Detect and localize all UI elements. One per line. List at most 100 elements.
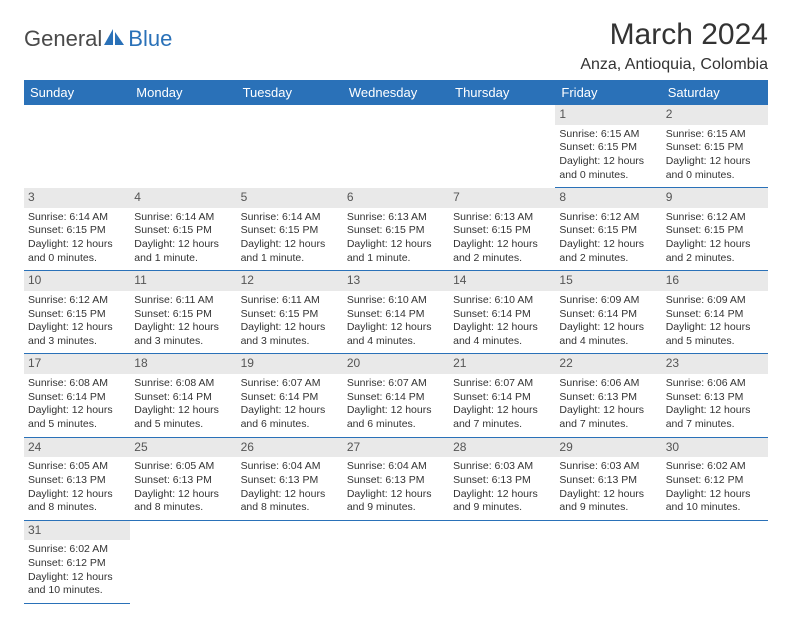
- sunset-text: Sunset: 6:15 PM: [134, 308, 232, 322]
- sunrise-text: Sunrise: 6:04 AM: [347, 460, 445, 474]
- dl2-text: and 0 minutes.: [28, 252, 126, 266]
- sunset-text: Sunset: 6:13 PM: [28, 474, 126, 488]
- day-cell: [449, 125, 555, 188]
- dl1-text: Daylight: 12 hours: [347, 488, 445, 502]
- day-number: [130, 520, 236, 540]
- daynum-row: 17181920212223: [24, 354, 768, 374]
- dl2-text: and 7 minutes.: [453, 418, 551, 432]
- daynum-row: 10111213141516: [24, 271, 768, 291]
- dl1-text: Daylight: 12 hours: [559, 321, 657, 335]
- dl2-text: and 1 minute.: [347, 252, 445, 266]
- weekday-header: Sunday: [24, 80, 130, 105]
- day-cell: [237, 540, 343, 603]
- sunset-text: Sunset: 6:13 PM: [559, 474, 657, 488]
- day-number: 12: [237, 271, 343, 291]
- sunset-text: Sunset: 6:14 PM: [453, 308, 551, 322]
- day-number: 31: [24, 520, 130, 540]
- day-cell: Sunrise: 6:04 AMSunset: 6:13 PMDaylight:…: [237, 457, 343, 520]
- dl2-text: and 8 minutes.: [134, 501, 232, 515]
- day-number: 28: [449, 437, 555, 457]
- content-row: Sunrise: 6:14 AMSunset: 6:15 PMDaylight:…: [24, 208, 768, 271]
- dl1-text: Daylight: 12 hours: [28, 571, 126, 585]
- day-number: 21: [449, 354, 555, 374]
- day-number: [662, 520, 768, 540]
- dl1-text: Daylight: 12 hours: [28, 321, 126, 335]
- day-cell: Sunrise: 6:11 AMSunset: 6:15 PMDaylight:…: [237, 291, 343, 354]
- day-number: 20: [343, 354, 449, 374]
- dl1-text: Daylight: 12 hours: [28, 238, 126, 252]
- dl1-text: Daylight: 12 hours: [241, 404, 339, 418]
- sunrise-text: Sunrise: 6:03 AM: [559, 460, 657, 474]
- day-number: [343, 105, 449, 125]
- sunrise-text: Sunrise: 6:10 AM: [347, 294, 445, 308]
- logo: General Blue: [24, 26, 172, 52]
- sunset-text: Sunset: 6:13 PM: [666, 391, 764, 405]
- dl2-text: and 4 minutes.: [347, 335, 445, 349]
- sunset-text: Sunset: 6:14 PM: [28, 391, 126, 405]
- day-number: 6: [343, 188, 449, 208]
- dl2-text: and 9 minutes.: [559, 501, 657, 515]
- dl1-text: Daylight: 12 hours: [28, 488, 126, 502]
- day-number: 8: [555, 188, 661, 208]
- sunrise-text: Sunrise: 6:14 AM: [241, 211, 339, 225]
- dl1-text: Daylight: 12 hours: [559, 488, 657, 502]
- sunset-text: Sunset: 6:13 PM: [453, 474, 551, 488]
- dl2-text: and 10 minutes.: [666, 501, 764, 515]
- day-number: 19: [237, 354, 343, 374]
- logo-text-blue: Blue: [128, 26, 172, 52]
- sunset-text: Sunset: 6:15 PM: [241, 308, 339, 322]
- sunset-text: Sunset: 6:15 PM: [28, 224, 126, 238]
- sunset-text: Sunset: 6:15 PM: [347, 224, 445, 238]
- dl2-text: and 1 minute.: [241, 252, 339, 266]
- weekday-header: Wednesday: [343, 80, 449, 105]
- sunrise-text: Sunrise: 6:08 AM: [28, 377, 126, 391]
- day-cell: Sunrise: 6:14 AMSunset: 6:15 PMDaylight:…: [237, 208, 343, 271]
- day-number: 22: [555, 354, 661, 374]
- day-cell: Sunrise: 6:02 AMSunset: 6:12 PMDaylight:…: [662, 457, 768, 520]
- day-cell: Sunrise: 6:13 AMSunset: 6:15 PMDaylight:…: [449, 208, 555, 271]
- dl2-text: and 8 minutes.: [241, 501, 339, 515]
- dl1-text: Daylight: 12 hours: [347, 321, 445, 335]
- day-number: 23: [662, 354, 768, 374]
- sunset-text: Sunset: 6:14 PM: [347, 391, 445, 405]
- day-cell: Sunrise: 6:09 AMSunset: 6:14 PMDaylight:…: [555, 291, 661, 354]
- sunset-text: Sunset: 6:13 PM: [347, 474, 445, 488]
- day-cell: Sunrise: 6:03 AMSunset: 6:13 PMDaylight:…: [449, 457, 555, 520]
- sunrise-text: Sunrise: 6:06 AM: [559, 377, 657, 391]
- dl2-text: and 0 minutes.: [559, 169, 657, 183]
- sunrise-text: Sunrise: 6:13 AM: [453, 211, 551, 225]
- dl2-text: and 5 minutes.: [28, 418, 126, 432]
- page-header: General Blue March 2024 Anza, Antioquia,…: [24, 18, 768, 74]
- sunrise-text: Sunrise: 6:04 AM: [241, 460, 339, 474]
- day-cell: Sunrise: 6:06 AMSunset: 6:13 PMDaylight:…: [662, 374, 768, 437]
- dl2-text: and 2 minutes.: [559, 252, 657, 266]
- month-title: March 2024: [580, 18, 768, 52]
- day-cell: [555, 540, 661, 603]
- day-cell: Sunrise: 6:03 AMSunset: 6:13 PMDaylight:…: [555, 457, 661, 520]
- sunset-text: Sunset: 6:14 PM: [559, 308, 657, 322]
- sunset-text: Sunset: 6:15 PM: [453, 224, 551, 238]
- dl2-text: and 5 minutes.: [666, 335, 764, 349]
- day-cell: Sunrise: 6:02 AMSunset: 6:12 PMDaylight:…: [24, 540, 130, 603]
- day-number: 3: [24, 188, 130, 208]
- dl2-text: and 6 minutes.: [347, 418, 445, 432]
- title-block: March 2024 Anza, Antioquia, Colombia: [580, 18, 768, 74]
- sunset-text: Sunset: 6:15 PM: [559, 224, 657, 238]
- sunrise-text: Sunrise: 6:07 AM: [347, 377, 445, 391]
- day-cell: [662, 540, 768, 603]
- day-number: 10: [24, 271, 130, 291]
- sunrise-text: Sunrise: 6:10 AM: [453, 294, 551, 308]
- day-cell: Sunrise: 6:13 AMSunset: 6:15 PMDaylight:…: [343, 208, 449, 271]
- logo-sail-icon: [104, 27, 126, 52]
- sunset-text: Sunset: 6:15 PM: [241, 224, 339, 238]
- weekday-header: Friday: [555, 80, 661, 105]
- day-number: 16: [662, 271, 768, 291]
- sunset-text: Sunset: 6:14 PM: [241, 391, 339, 405]
- day-number: 14: [449, 271, 555, 291]
- sunrise-text: Sunrise: 6:15 AM: [559, 128, 657, 142]
- day-cell: Sunrise: 6:11 AMSunset: 6:15 PMDaylight:…: [130, 291, 236, 354]
- dl1-text: Daylight: 12 hours: [134, 238, 232, 252]
- sunset-text: Sunset: 6:14 PM: [347, 308, 445, 322]
- dl2-text: and 3 minutes.: [28, 335, 126, 349]
- day-number: 9: [662, 188, 768, 208]
